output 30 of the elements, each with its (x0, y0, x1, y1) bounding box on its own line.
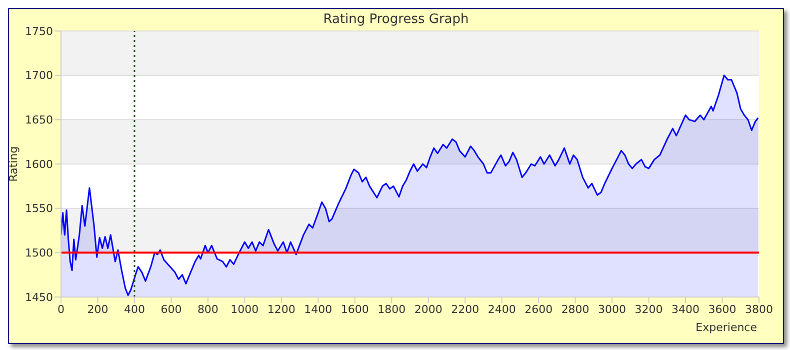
x-tick-label: 2000 (414, 302, 442, 316)
x-tick-label: 2400 (488, 302, 516, 316)
x-tick-label: 1000 (230, 302, 259, 316)
x-tick-label: 3400 (672, 302, 700, 316)
y-tick-label: 1650 (25, 114, 53, 127)
x-tick-label: 2200 (451, 302, 480, 316)
y-tick-label: 1500 (25, 246, 53, 260)
x-tick-label: 3800 (745, 302, 773, 316)
x-tick-label: 1400 (304, 302, 332, 316)
x-tick-label: 2600 (524, 302, 553, 316)
x-tick-label: 3000 (598, 302, 626, 316)
y-tick-label: 1750 (25, 24, 53, 38)
x-tick-label: 1200 (267, 302, 296, 316)
x-tick-label: 1800 (378, 302, 406, 316)
x-axis-title: Experience (696, 321, 758, 334)
y-tick-label: 1550 (25, 202, 53, 216)
y-tick-label: 1700 (25, 69, 53, 82)
y-tick-label: 1600 (25, 158, 53, 171)
y-axis-title: Rating (6, 146, 20, 182)
x-tick-label: 0 (58, 302, 64, 316)
x-tick-label: 600 (160, 302, 182, 316)
y-tick-label: 1450 (25, 290, 53, 304)
x-tick-label: 2800 (561, 302, 590, 316)
x-tick-label: 3200 (634, 302, 663, 316)
x-tick-label: 200 (87, 302, 108, 316)
chart-title: Rating Progress Graph (323, 12, 469, 27)
x-tick-label: 1600 (340, 302, 369, 316)
x-tick-label: 400 (124, 302, 145, 316)
x-tick-label: 800 (197, 302, 218, 316)
x-tick-label: 3600 (708, 302, 736, 316)
